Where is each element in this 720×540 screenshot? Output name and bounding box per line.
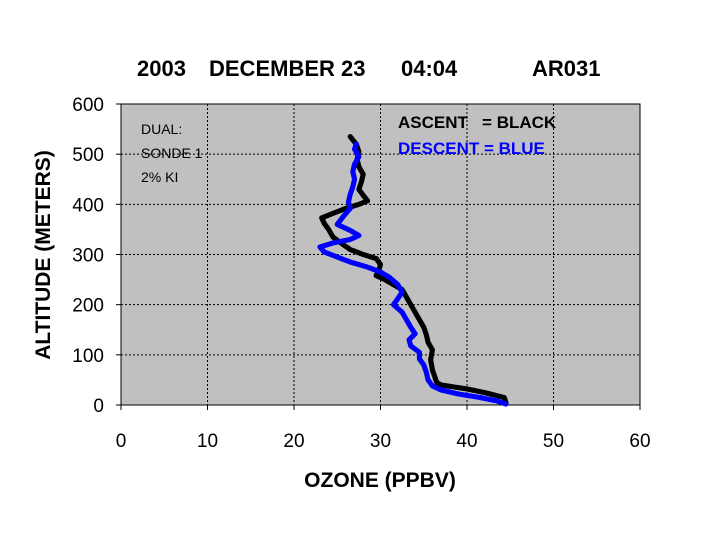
ascent-point: [347, 134, 353, 140]
axis-ticks: [116, 103, 641, 410]
y-tick-label: 200: [72, 296, 104, 317]
series-descent: [317, 141, 509, 407]
note-line-2: SONDE 1: [141, 145, 203, 161]
x-tick-label: 20: [283, 431, 304, 452]
grid-lines: [121, 104, 640, 405]
x-tick-label: 0: [116, 431, 127, 452]
note-line-1: DUAL:: [141, 121, 182, 137]
y-axis-title: ALTITUDE (METERS): [32, 150, 55, 360]
legend-ascent: ASCENT = BLACK: [398, 113, 557, 132]
note-line-3: 2% KI: [141, 169, 178, 185]
x-tick-label: 40: [456, 431, 477, 452]
title-time: 04:04: [401, 56, 458, 81]
y-tick-label: 0: [93, 396, 104, 417]
y-tick-label: 100: [72, 346, 104, 367]
x-tick-label: 50: [543, 431, 564, 452]
x-tick-label: 60: [629, 431, 650, 452]
x-tick-label: 30: [370, 431, 391, 452]
descent-point: [353, 141, 359, 147]
title-date: DECEMBER 23: [209, 56, 365, 81]
y-tick-label: 500: [72, 145, 104, 166]
x-tick-label: 10: [197, 431, 218, 452]
y-tick-label: 300: [72, 246, 104, 267]
y-tick-label: 600: [72, 95, 104, 116]
title-year: 2003: [137, 56, 186, 81]
x-tick-labels: 0 10 20 30 40 50 60: [116, 431, 651, 452]
legend-descent: DESCENT = BLUE: [398, 139, 545, 158]
y-tick-labels: 0 100 200 300 400 500 600: [72, 95, 104, 417]
y-tick-label: 400: [72, 195, 104, 216]
series-layer: [317, 134, 509, 407]
x-axis-title: OZONE (PPBV): [304, 469, 456, 492]
title-station: AR031: [532, 56, 600, 81]
